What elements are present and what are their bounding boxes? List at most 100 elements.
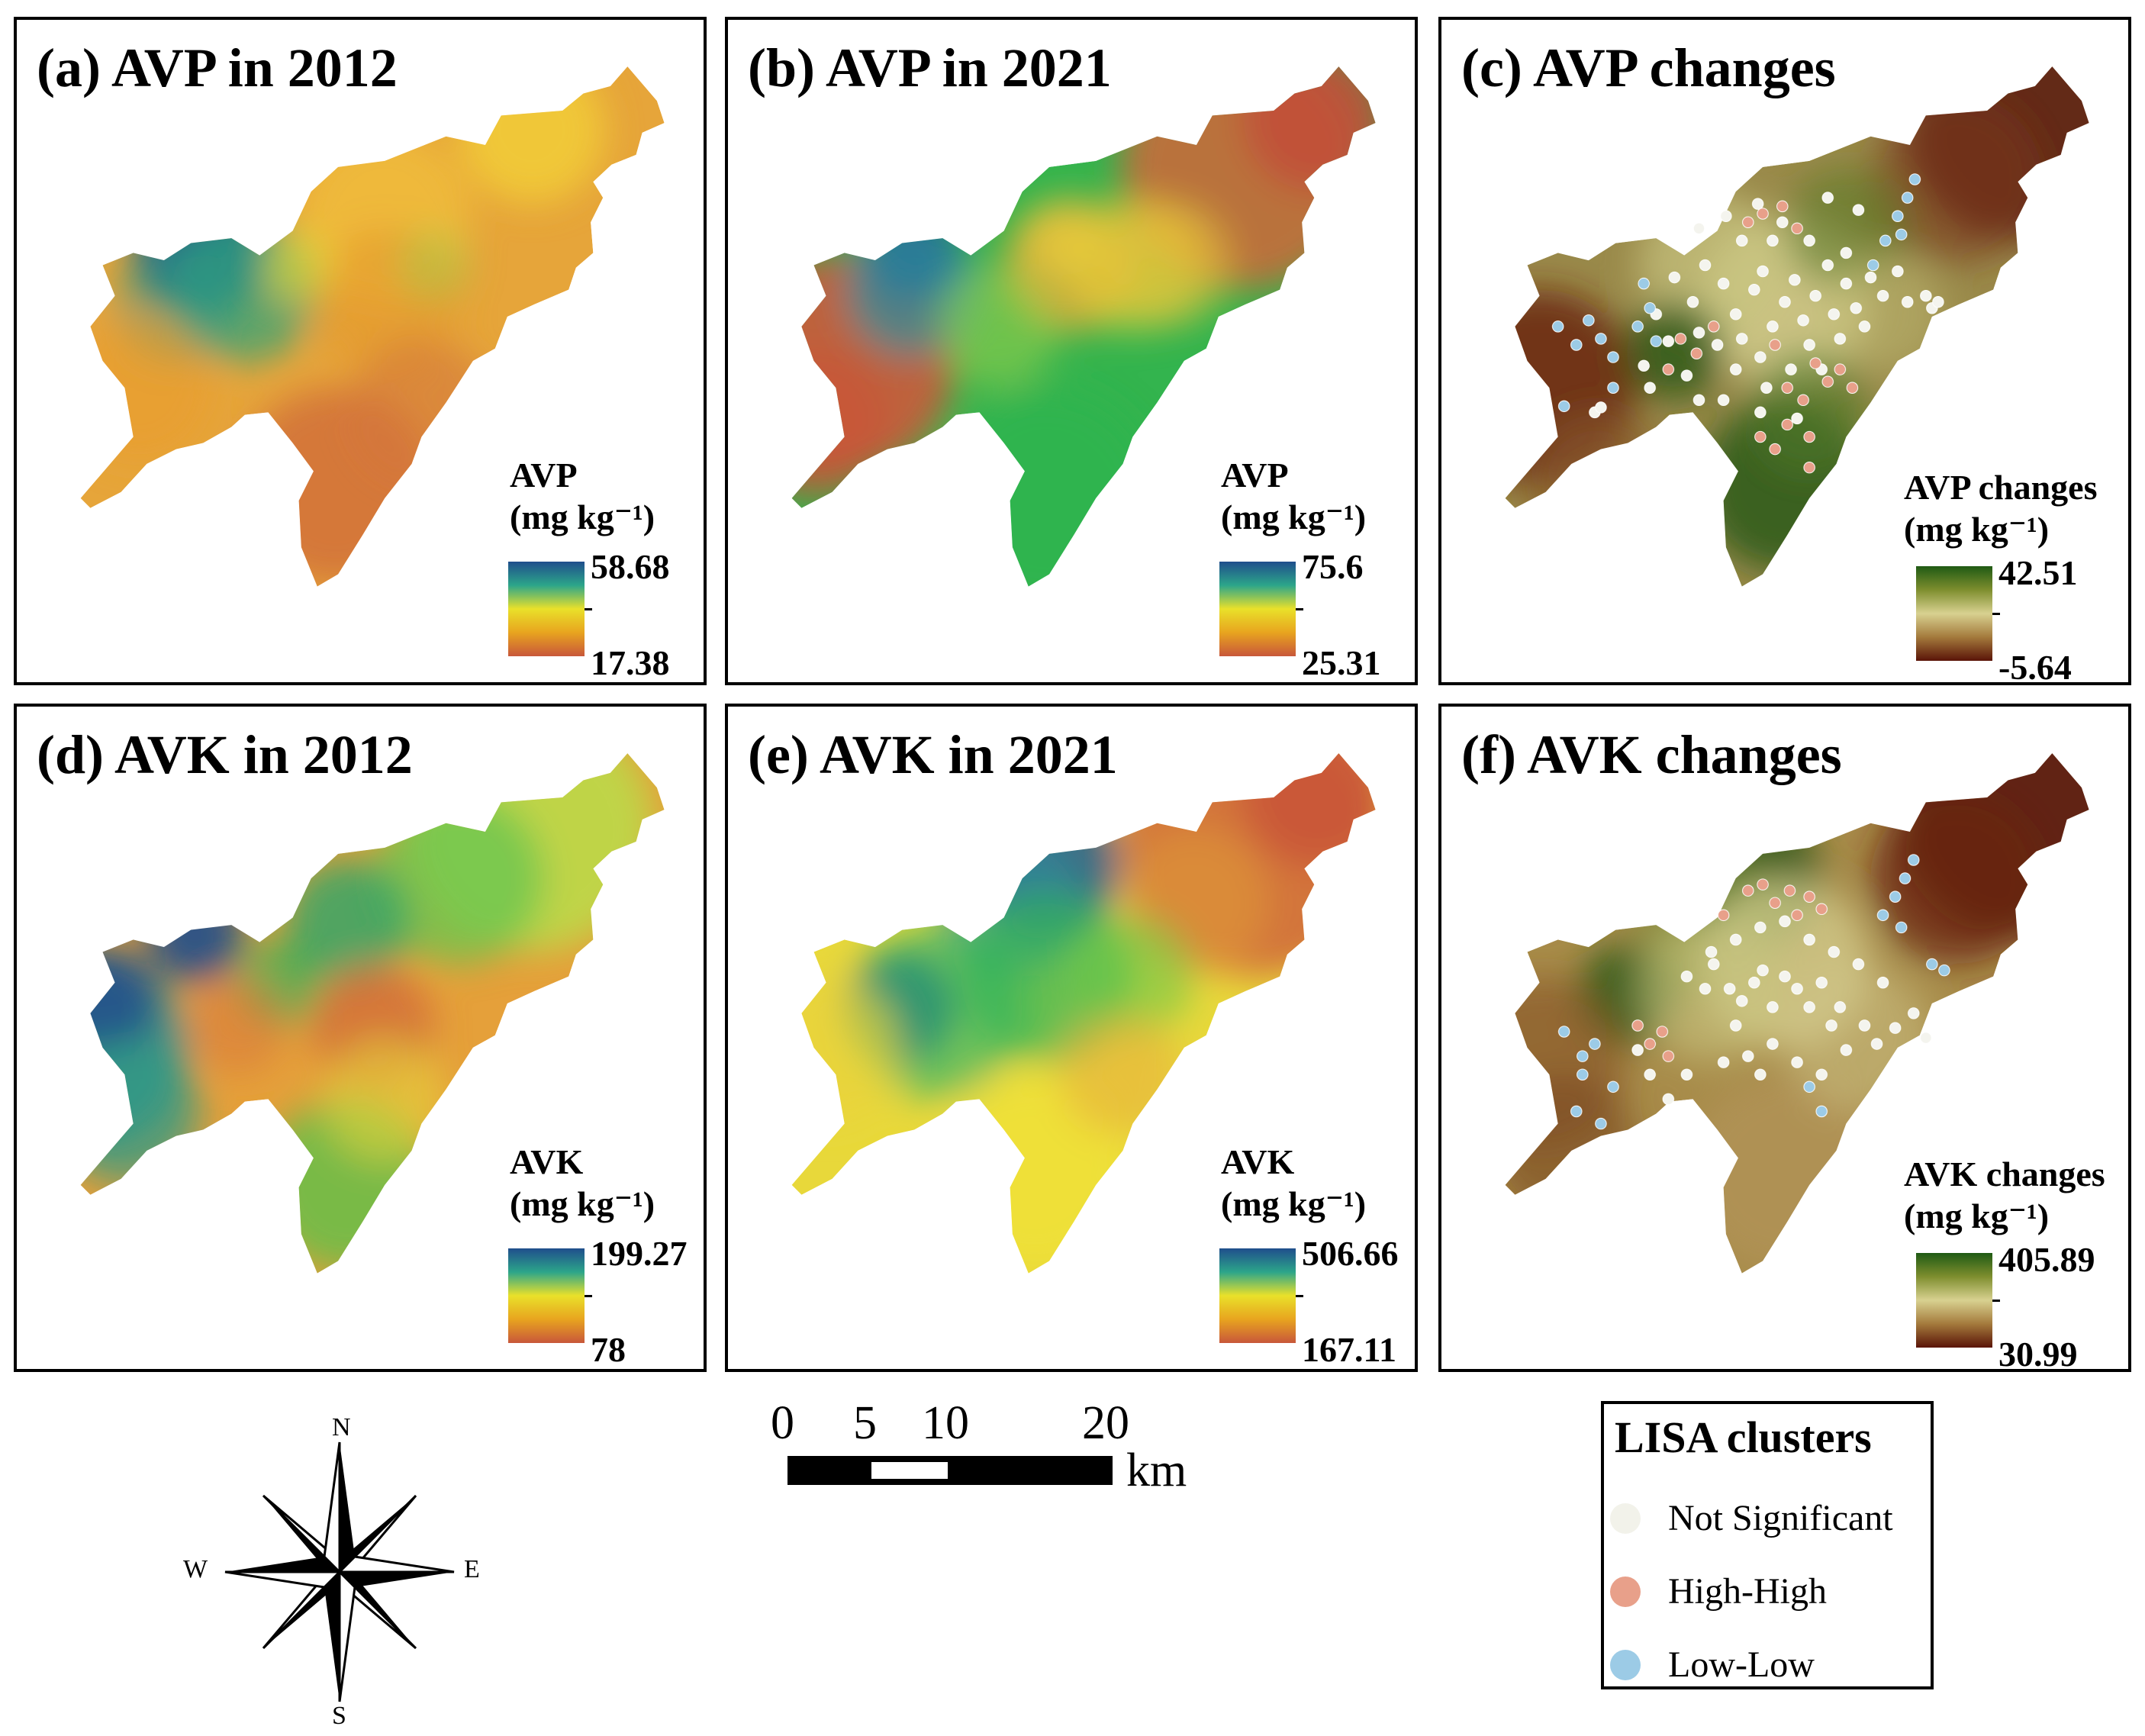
lisa-point-not-significant — [1708, 958, 1720, 971]
legend-a: AVP (mg kg⁻¹) 58.68 17.38 — [496, 455, 704, 682]
lisa-point-low-low — [1889, 891, 1902, 903]
legend-max-c: 42.51 — [1998, 553, 2078, 592]
lisa-point-low-low — [1908, 854, 1920, 866]
lisa-point-low-low — [1879, 234, 1892, 247]
panel-title-c: (c) AVP changes — [1461, 37, 1836, 98]
lisa-point-low-low — [1595, 333, 1607, 345]
lisa-point-not-significant — [1870, 1038, 1883, 1050]
legend-max-d: 199.27 — [591, 1234, 688, 1273]
legend-max-f: 405.89 — [1998, 1240, 2095, 1279]
lisa-point-not-significant — [1779, 970, 1791, 983]
lisa-point-not-significant — [1680, 369, 1693, 382]
map-e — [791, 753, 1376, 1274]
panel-title-d: (d) AVK in 2012 — [37, 724, 413, 785]
lisa-point-low-low — [1607, 382, 1619, 394]
lisa-point-not-significant — [1751, 198, 1764, 210]
lisa-point-not-significant — [1889, 1022, 1902, 1034]
panel-title-f: (f) AVK changes — [1461, 724, 1842, 785]
lisa-point-not-significant — [1631, 1044, 1644, 1056]
lisa-point-not-significant — [1850, 302, 1862, 314]
lisa-point-not-significant — [1748, 976, 1760, 989]
lisa-point-not-significant — [1730, 933, 1742, 946]
lisa-point-not-significant — [1876, 976, 1889, 989]
lisa-point-low-low — [1899, 872, 1911, 884]
lisa-point-high-high — [1781, 382, 1793, 394]
lisa-point-low-low — [1595, 1117, 1607, 1130]
lisa-point-high-high — [1803, 891, 1815, 903]
lisa-point-high-high — [1791, 222, 1803, 234]
lisa-point-low-low — [1650, 335, 1662, 347]
lisa-point-not-significant — [1717, 277, 1730, 290]
lisa-point-not-significant — [1852, 958, 1865, 971]
lisa-point-not-significant — [1821, 259, 1834, 272]
lisa-point-not-significant — [1754, 1068, 1767, 1081]
lisa-point-not-significant — [1803, 933, 1815, 946]
lisa-point-not-significant — [1815, 976, 1828, 989]
lisa-point-not-significant — [1821, 192, 1834, 204]
lisa-point-high-high — [1742, 216, 1754, 228]
legend-colorbar-b — [1219, 562, 1296, 656]
lisa-point-low-low — [1577, 1050, 1589, 1062]
lisa-point-not-significant — [1686, 296, 1699, 308]
legend-max-e: 506.66 — [1302, 1234, 1399, 1273]
legend-title-c: AVP changes — [1904, 468, 2098, 507]
legend-min-f: 30.99 — [1998, 1335, 2078, 1372]
scale-tick-5: 5 — [853, 1397, 877, 1449]
lisa-label-low-low: Low-Low — [1668, 1644, 1815, 1685]
lisa-point-not-significant — [1711, 339, 1724, 351]
lisa-point-not-significant — [1720, 210, 1732, 222]
lisa-point-not-significant — [1840, 277, 1853, 290]
scale-tick-10: 10 — [922, 1397, 969, 1449]
lisa-point-not-significant — [1834, 333, 1847, 345]
lisa-point-low-low — [1570, 339, 1583, 351]
lisa-dot-high-high — [1610, 1577, 1641, 1607]
compass-s: S — [332, 1702, 346, 1730]
legend-colorbar-c — [1916, 566, 1992, 661]
lisa-point-high-high — [1815, 903, 1828, 915]
lisa-point-not-significant — [1932, 296, 1944, 308]
legend-title-b: AVP — [1221, 456, 1289, 494]
lisa-point-high-high — [1803, 430, 1815, 443]
legend-title-e: AVK — [1221, 1142, 1295, 1181]
lisa-point-not-significant — [1908, 1007, 1920, 1019]
legend-unit-d: (mg kg⁻¹) — [510, 1184, 655, 1223]
legend-colorbar-f — [1916, 1253, 1992, 1348]
lisa-point-high-high — [1757, 208, 1769, 220]
lisa-point-low-low — [1895, 228, 1908, 241]
lisa-point-not-significant — [1699, 983, 1712, 995]
lisa-point-not-significant — [1680, 970, 1693, 983]
legend-f: AVK changes (mg kg⁻¹) 405.89 30.99 — [1904, 1154, 2125, 1369]
lisa-point-high-high — [1769, 443, 1781, 456]
map-b — [791, 66, 1376, 587]
lisa-point-not-significant — [1754, 406, 1767, 419]
lisa-point-high-high — [1797, 394, 1809, 406]
compass-n: N — [332, 1413, 351, 1441]
lisa-point-not-significant — [1730, 363, 1742, 375]
lisa-point-low-low — [1815, 1105, 1828, 1118]
legend-mid-tick-b — [1296, 608, 1303, 610]
lisa-item-high-high: High-High — [1604, 1567, 1932, 1613]
lisa-point-not-significant — [1825, 1019, 1837, 1032]
lisa-point-low-low — [1938, 964, 1950, 977]
lisa-point-high-high — [1834, 363, 1847, 375]
lisa-point-high-high — [1846, 382, 1859, 394]
legend-min-b: 25.31 — [1302, 643, 1381, 682]
map-c — [1505, 66, 2089, 587]
panel-b: (b) AVP in 2021 AVP (mg kg⁻¹) 75.6 25.31 — [725, 17, 1418, 685]
lisa-point-low-low — [1631, 320, 1644, 333]
lisa-point-not-significant — [1920, 289, 1932, 302]
legend-e: AVK (mg kg⁻¹) 506.66 167.11 — [1207, 1142, 1415, 1369]
lisa-point-not-significant — [1736, 995, 1748, 1007]
lisa-point-not-significant — [1840, 1044, 1853, 1056]
lisa-point-not-significant — [1840, 246, 1853, 259]
lisa-point-low-low — [1583, 314, 1595, 327]
legend-unit-f: (mg kg⁻¹) — [1904, 1197, 2050, 1235]
lisa-point-high-high — [1803, 461, 1815, 474]
lisa-point-high-high — [1708, 320, 1720, 333]
lisa-point-not-significant — [1717, 394, 1730, 406]
lisa-point-not-significant — [1779, 915, 1791, 928]
legend-mid-tick-f — [1992, 1300, 2000, 1302]
legend-max-a: 58.68 — [591, 547, 670, 586]
lisa-point-high-high — [1690, 347, 1702, 359]
lisa-point-not-significant — [1791, 1056, 1803, 1068]
